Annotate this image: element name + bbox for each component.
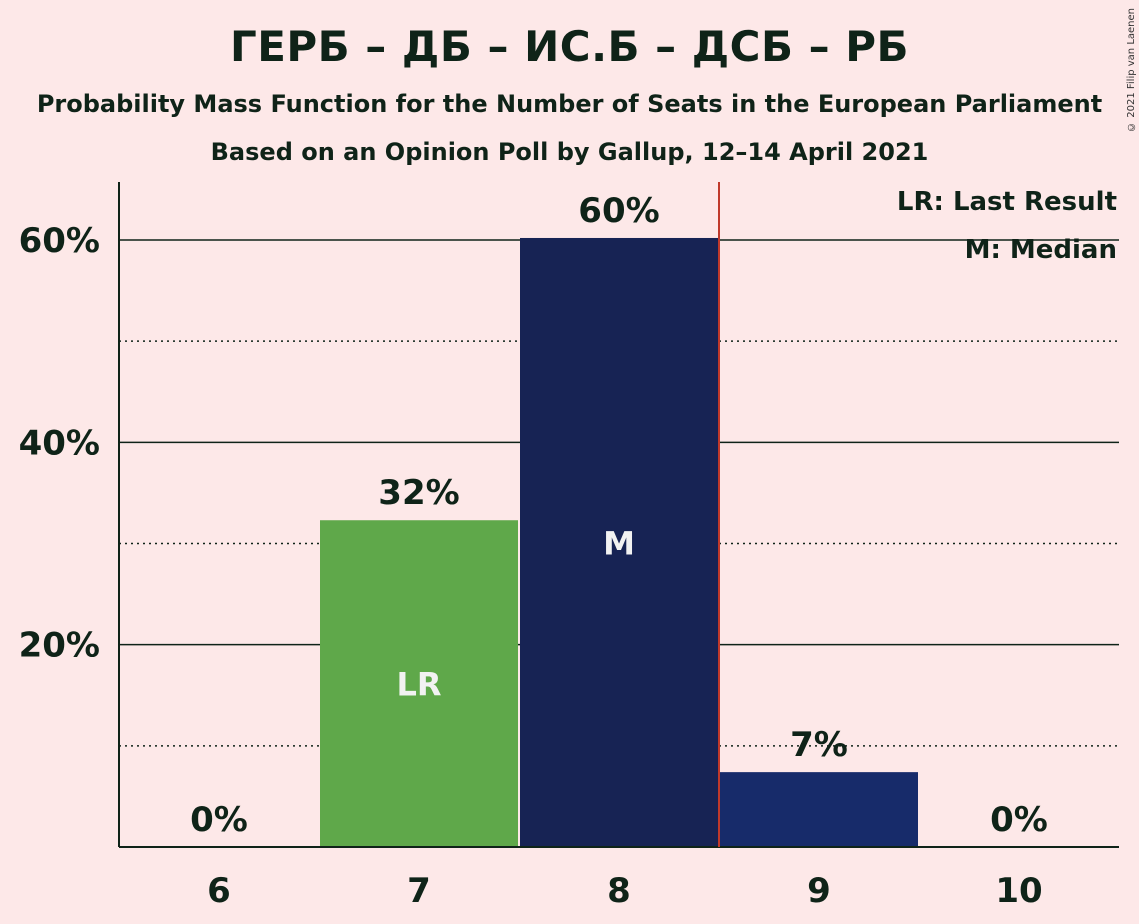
x-tick-label-10: 10 [995,871,1042,911]
chart-subtitle: Probability Mass Function for the Number… [36,90,1103,118]
x-tick-label-8: 8 [607,871,631,911]
data-labels: 0% 32% LR 60% M 7% 0% [190,191,1048,840]
legend-entry: LR: Last Result [897,187,1117,217]
data-label-8: 60% [578,191,659,231]
data-label-10: 0% [990,800,1048,840]
y-tick-label: 60% [19,221,100,261]
axes: 20% 40% 60% 6 7 8 9 10 [19,182,1119,911]
bar-seats-8 [520,237,718,847]
x-tick-label-7: 7 [407,871,431,911]
chart-title: ГЕРБ – ДБ – ИС.Б – ДСБ – РБ [229,22,910,71]
x-tick-label-6: 6 [207,871,231,911]
data-label-6: 0% [190,800,248,840]
bar-seats-9 [720,772,918,847]
bar-mark-lr: LR [396,666,441,704]
bar-seats-7 [320,520,518,847]
legend-entry: M: Median [965,235,1117,265]
bar-mark-m: M [603,524,635,562]
x-tick-label-9: 9 [807,871,831,911]
data-label-7: 32% [378,473,459,513]
y-tick-label: 40% [19,423,100,463]
bars [320,237,918,847]
legend: LR: Last Result M: Median [897,187,1117,265]
y-tick-label: 20% [19,626,100,666]
chart-source-line: Based on an Opinion Poll by Gallup, 12–1… [210,138,929,166]
data-label-9: 7% [790,725,848,765]
